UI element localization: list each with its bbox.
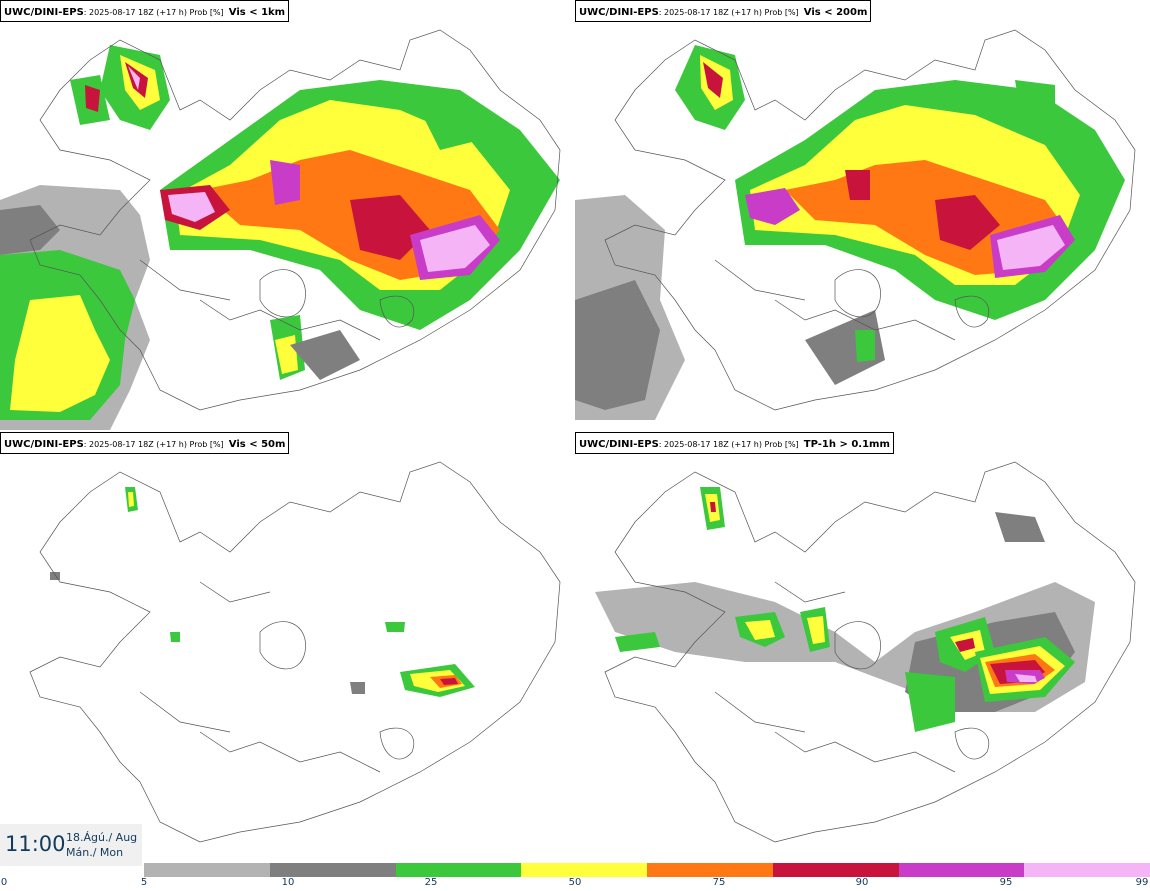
probability-field (595, 487, 1095, 732)
run-info: : 2025-08-17 18Z (+17 h) Prob [%] (658, 440, 799, 449)
coastline (604, 461, 1136, 843)
colorbar-tick: 50 (568, 877, 582, 888)
colorbar-segment-75-90 (647, 863, 773, 877)
colorbar-segment-25-50 (395, 863, 522, 877)
coastline (29, 29, 561, 411)
map-panel-precip: UWC/DINI-EPS: 2025-08-17 18Z (+17 h) Pro… (575, 432, 1150, 862)
model-name: UWC/DINI-EPS (579, 7, 659, 18)
probability-map (595, 461, 1136, 843)
valid-date-line1: 18.Ágú./ Aug (66, 831, 138, 844)
colorbar-tick: 75 (712, 877, 726, 888)
variable-label: Vis < 200m (803, 7, 868, 18)
variable-label: Vis < 50m (228, 439, 286, 450)
probability-colorbar (144, 863, 1150, 877)
colorbar-tick: 95 (999, 877, 1013, 888)
colorbar-tick: 90 (855, 877, 869, 888)
colorbar-segment-99-100 (1024, 863, 1150, 877)
model-name: UWC/DINI-EPS (4, 7, 84, 18)
colorbar-tick: 10 (281, 877, 295, 888)
panel-title: UWC/DINI-EPS: 2025-08-17 18Z (+17 h) Pro… (575, 0, 872, 22)
colorbar-tick: 5 (140, 877, 148, 888)
panel-title: UWC/DINI-EPS: 2025-08-17 18Z (+17 h) Pro… (0, 432, 290, 454)
variable-label: TP-1h > 0.1mm (803, 439, 890, 450)
coastline (604, 29, 1136, 411)
panel-title: UWC/DINI-EPS: 2025-08-17 18Z (+17 h) Pro… (0, 0, 290, 22)
map-panel-vis-1km: UWC/DINI-EPS: 2025-08-17 18Z (+17 h) Pro… (0, 0, 575, 430)
map-panel-vis-200m: UWC/DINI-EPS: 2025-08-17 18Z (+17 h) Pro… (575, 0, 1150, 430)
colorbar-segment-90-95 (772, 863, 899, 877)
probability-map (575, 29, 1136, 420)
run-info: : 2025-08-17 18Z (+17 h) Prob [%] (658, 8, 799, 17)
coastline (29, 461, 561, 843)
run-info: : 2025-08-17 18Z (+17 h) Prob [%] (83, 440, 224, 449)
probability-map (0, 29, 561, 430)
colorbar-tick: 99 (1135, 877, 1149, 888)
run-info: : 2025-08-17 18Z (+17 h) Prob [%] (83, 8, 224, 17)
colorbar-segment-50-75 (521, 863, 647, 877)
colorbar-segment-5-10 (144, 863, 270, 877)
valid-date-line2: Mán./ Mon (66, 846, 124, 859)
probability-field (50, 487, 475, 697)
model-name: UWC/DINI-EPS (4, 439, 84, 450)
probability-field (0, 45, 560, 430)
panel-title: UWC/DINI-EPS: 2025-08-17 18Z (+17 h) Pro… (575, 432, 894, 454)
colorbar-tick: 0 (0, 877, 8, 888)
map-panel-vis-50m: UWC/DINI-EPS: 2025-08-17 18Z (+17 h) Pro… (0, 432, 575, 862)
probability-field (575, 45, 1125, 420)
colorbar-tick: 25 (424, 877, 438, 888)
probability-map (29, 461, 561, 843)
model-name: UWC/DINI-EPS (579, 439, 659, 450)
variable-label: Vis < 1km (228, 7, 286, 18)
colorbar-segment-95-99 (898, 863, 1025, 877)
valid-time-clock: 11:00 (5, 832, 66, 856)
colorbar-segment-10-25 (269, 863, 396, 877)
valid-time-box: 11:00 18.Ágú./ Aug Mán./ Mon (0, 824, 142, 866)
